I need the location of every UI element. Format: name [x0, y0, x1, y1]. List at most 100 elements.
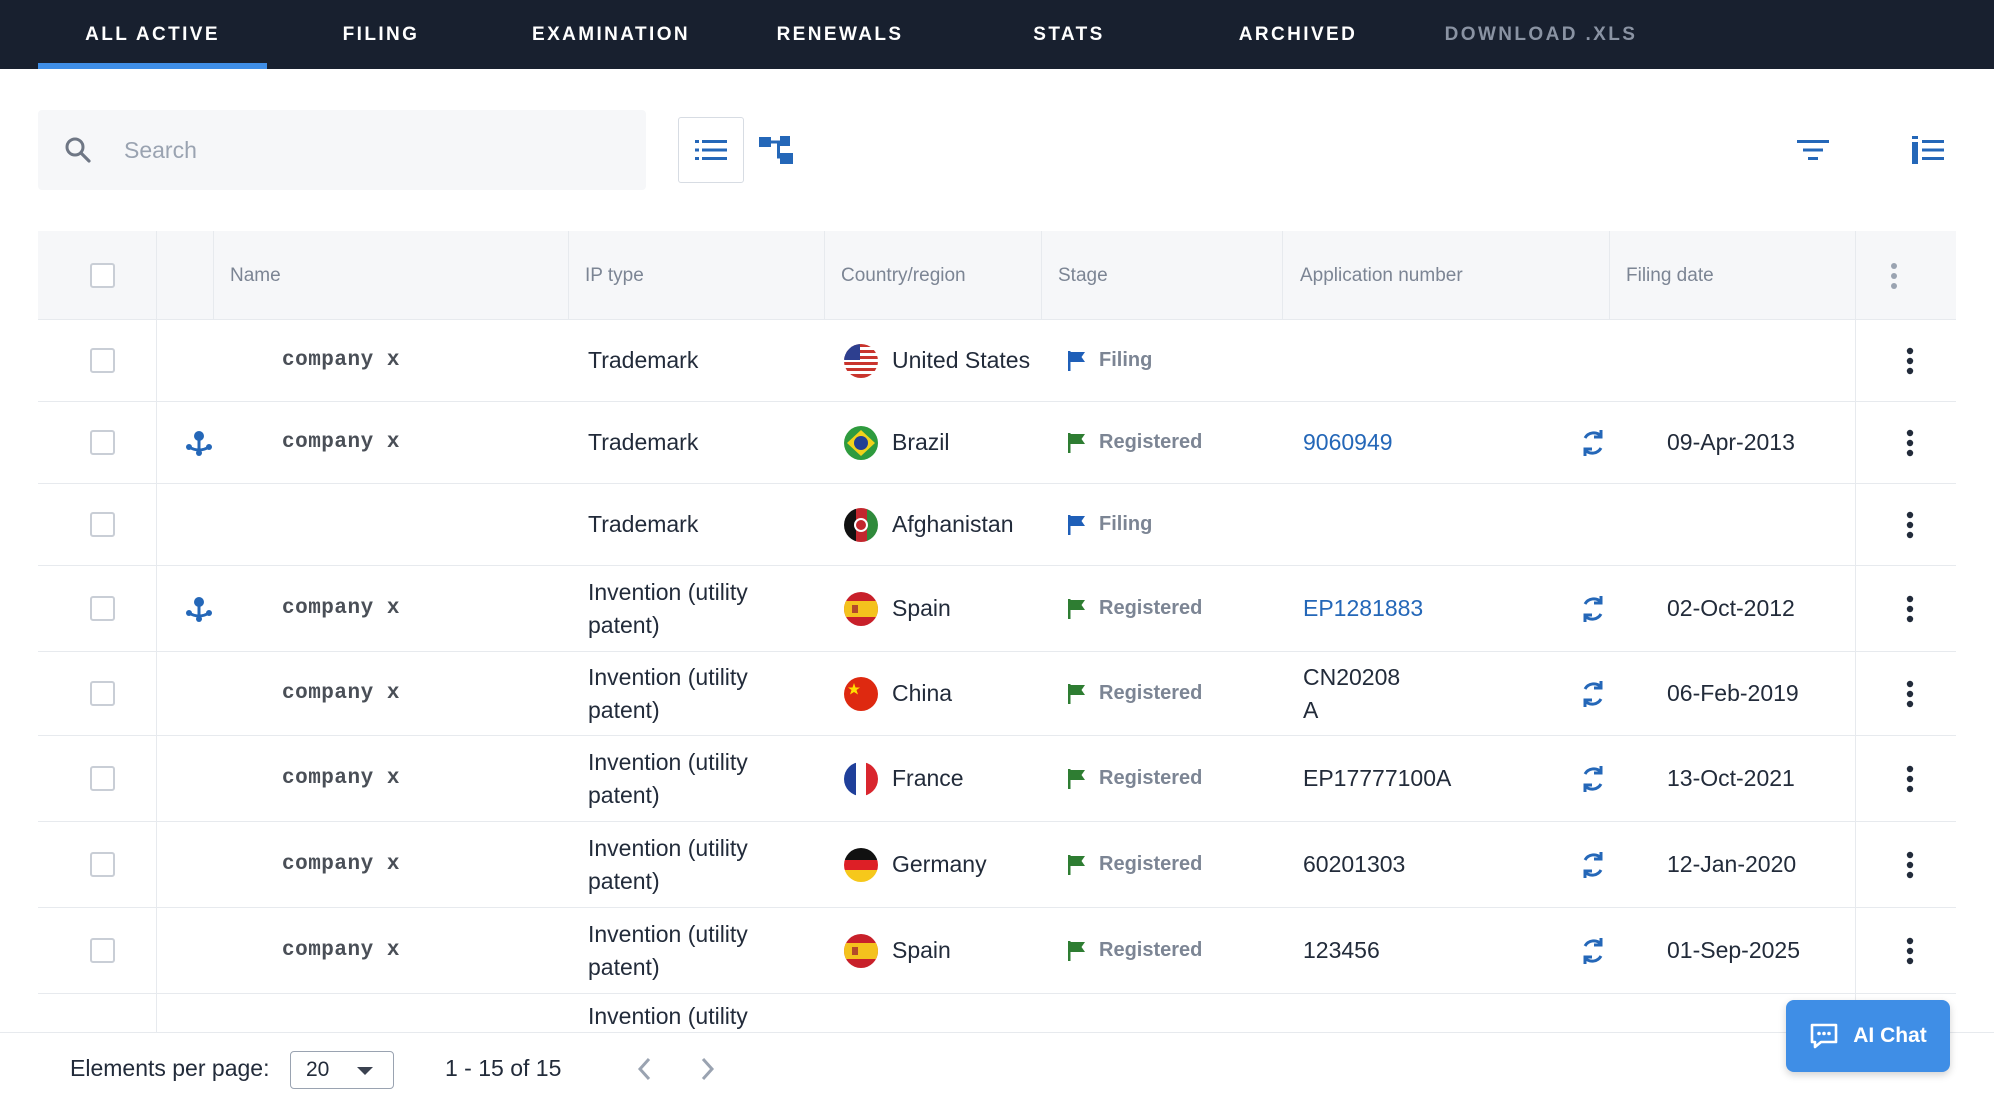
column-header-ip-type[interactable]: IP type — [585, 264, 644, 286]
tab-stats[interactable]: STATS — [1033, 23, 1105, 45]
select-all-checkbox[interactable] — [90, 263, 115, 288]
tab-archived[interactable]: ARCHIVED — [1238, 23, 1358, 45]
kebab-icon — [1891, 262, 1897, 289]
table-row[interactable]: Invention (utility — [38, 994, 1956, 1032]
tab-all-active[interactable]: ALL ACTIVE — [85, 23, 220, 45]
application-number[interactable]: EP17777100A — [1303, 765, 1452, 791]
ai-chat-button[interactable]: AI Chat — [1786, 1000, 1950, 1072]
row-actions-button[interactable] — [1895, 764, 1925, 794]
flag-icon — [1068, 350, 1085, 371]
application-number[interactable]: 9060949 — [1303, 429, 1393, 455]
table-row[interactable]: company x Invention (utility patent) Spa… — [38, 908, 1956, 994]
row-checkbox[interactable] — [90, 938, 115, 963]
row-checkbox[interactable] — [90, 348, 115, 373]
flag-fr-icon — [844, 761, 878, 796]
table-row[interactable]: company x Invention (utility patent) Fra… — [38, 736, 1956, 822]
row-checkbox[interactable] — [90, 512, 115, 537]
flag-icon — [1068, 940, 1085, 961]
row-checkbox[interactable] — [90, 430, 115, 455]
flag-cn-icon — [844, 676, 878, 711]
sync-button[interactable] — [1579, 402, 1607, 483]
ip-type: Invention (utility patent) — [588, 748, 748, 808]
row-actions-button[interactable] — [1895, 428, 1925, 458]
row-checkbox[interactable] — [90, 766, 115, 791]
kebab-icon — [1906, 937, 1914, 964]
table-row[interactable]: company x Invention (utility patent) Spa… — [38, 566, 1956, 652]
application-number[interactable]: CN20208 A — [1303, 663, 1401, 723]
tree-view-icon — [759, 136, 793, 164]
asset-name[interactable]: company x — [282, 597, 400, 620]
filter-button[interactable] — [1793, 130, 1833, 170]
column-header-filing-date[interactable]: Filing date — [1626, 264, 1714, 286]
next-page-button[interactable] — [690, 1049, 726, 1089]
column-settings-button[interactable] — [1908, 130, 1948, 170]
chat-icon — [1810, 1023, 1838, 1049]
asset-name[interactable]: company x — [282, 682, 400, 705]
table-row[interactable]: company x Trademark United States Filing — [38, 320, 1956, 402]
asset-name[interactable]: company x — [282, 349, 400, 372]
per-page-value: 20 — [306, 1058, 330, 1081]
table-row[interactable]: company x Trademark Brazil Registered 90… — [38, 402, 1956, 484]
sync-button[interactable] — [1579, 566, 1607, 651]
asset-name[interactable]: company x — [282, 431, 400, 454]
kebab-icon — [1906, 765, 1914, 792]
column-list-icon — [1912, 136, 1944, 164]
country-name: Germany — [892, 851, 987, 877]
chevron-left-icon — [637, 1057, 651, 1081]
tab-renewals[interactable]: RENEWALS — [776, 23, 904, 45]
kebab-icon — [1906, 347, 1914, 374]
ip-type: Invention (utility patent) — [588, 834, 748, 894]
sync-button[interactable] — [1579, 736, 1607, 821]
tab-filing[interactable]: FILING — [342, 23, 420, 45]
row-actions-button[interactable] — [1895, 594, 1925, 624]
asset-name[interactable]: company x — [282, 767, 400, 790]
sync-icon — [1583, 680, 1603, 707]
stage-cell: Registered — [1068, 736, 1202, 821]
country-cell: France — [844, 736, 964, 821]
sync-button[interactable] — [1579, 822, 1607, 907]
flag-icon — [1068, 683, 1085, 704]
previous-page-button[interactable] — [626, 1049, 662, 1089]
country-name: Brazil — [892, 429, 950, 455]
row-checkbox[interactable] — [90, 852, 115, 877]
sync-icon — [1583, 851, 1603, 878]
search-input[interactable] — [124, 128, 624, 172]
application-number[interactable]: EP1281883 — [1303, 595, 1424, 621]
column-header-application-number[interactable]: Application number — [1300, 264, 1463, 286]
sync-button[interactable] — [1579, 652, 1607, 735]
tab-examination[interactable]: EXAMINATION — [532, 23, 690, 45]
country-name: United States — [892, 347, 1031, 373]
table-row[interactable]: company x Invention (utility patent) Ger… — [38, 822, 1956, 908]
sync-button[interactable] — [1579, 908, 1607, 993]
filing-date: 01-Sep-2025 — [1667, 937, 1800, 963]
list-view-button[interactable] — [678, 117, 744, 183]
row-checkbox[interactable] — [90, 596, 115, 621]
row-actions-button[interactable] — [1895, 936, 1925, 966]
family-link-icon[interactable] — [185, 566, 213, 651]
country-cell: Germany — [844, 822, 987, 907]
row-actions-button[interactable] — [1895, 850, 1925, 880]
country-cell: China — [844, 652, 952, 735]
stage-cell: Registered — [1068, 402, 1202, 483]
row-actions-button[interactable] — [1895, 346, 1925, 376]
application-number[interactable]: 123456 — [1303, 937, 1380, 963]
family-link-icon[interactable] — [185, 402, 213, 483]
application-number[interactable]: 60201303 — [1303, 851, 1406, 877]
row-checkbox[interactable] — [90, 681, 115, 706]
per-page-select[interactable]: 20 — [290, 1051, 394, 1089]
stage-label: Registered — [1099, 431, 1203, 453]
column-menu-button[interactable] — [1890, 231, 1898, 320]
column-header-stage[interactable]: Stage — [1058, 264, 1108, 286]
tree-view-button[interactable] — [744, 117, 810, 183]
download-xls-link[interactable]: DOWNLOAD .XLS — [1444, 23, 1638, 45]
column-header-name[interactable]: Name — [230, 264, 281, 286]
table-row[interactable]: Trademark Afghanistan Filing — [38, 484, 1956, 566]
table-row[interactable]: company x Invention (utility patent) Chi… — [38, 652, 1956, 736]
column-header-country[interactable]: Country/region — [841, 264, 966, 286]
asset-name[interactable]: company x — [282, 939, 400, 962]
search-icon — [65, 137, 91, 163]
asset-name[interactable]: company x — [282, 853, 400, 876]
flag-icon — [1068, 598, 1085, 619]
row-actions-button[interactable] — [1895, 679, 1925, 709]
row-actions-button[interactable] — [1895, 510, 1925, 540]
